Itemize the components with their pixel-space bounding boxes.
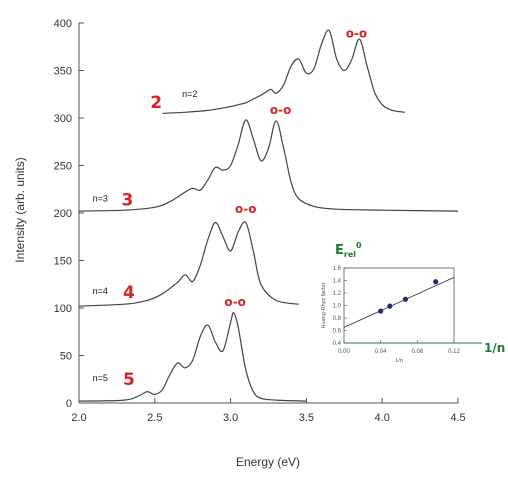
y-tick-label: 50 <box>60 351 72 363</box>
inset-x-tick-label: 0.08 <box>411 349 423 355</box>
zero-zero-label: o-o <box>270 103 291 117</box>
inset-data-point <box>433 279 439 285</box>
y-axis-title: Intensity (arb. units) <box>13 157 27 262</box>
inset-handwritten-axis-label: 1/n <box>484 341 505 355</box>
inset-y-tick-label: 0.6 <box>333 329 342 335</box>
inset-data-point <box>402 296 409 302</box>
y-tick-label: 0 <box>66 398 72 410</box>
inset-y-tick-label: 1.4 <box>333 279 342 285</box>
inset-x-tick-label: 0.00 <box>338 349 350 355</box>
inset-frame <box>343 267 455 344</box>
y-tick-label: 150 <box>54 256 72 268</box>
inset-x-tick-label: 0.12 <box>448 349 460 355</box>
inset-handwritten-title: Erel0 <box>335 241 362 259</box>
inset-y-axis-title: Huang-Rhys factor <box>321 282 327 328</box>
x-ticks: 2.0 2.5 3.0 3.5 4.0 4.5 <box>71 398 466 424</box>
series-label: n=4 <box>93 286 108 296</box>
x-tick-label: 4.0 <box>375 412 390 424</box>
x-tick-label: 3.0 <box>223 412 238 424</box>
spectra-curves <box>78 29 459 402</box>
inset-y-tick-label: 0.4 <box>333 341 342 347</box>
y-tick-label: 200 <box>54 208 72 220</box>
y-tick-label: 250 <box>54 161 72 173</box>
spectrum-curve-n3 <box>78 119 459 212</box>
series-label: n=5 <box>93 373 108 383</box>
zero-zero-label: o-o <box>235 202 256 216</box>
series-label: n=3 <box>93 194 108 204</box>
y-tick-label: 350 <box>54 66 72 78</box>
spectrum-curve-n4 <box>78 221 299 307</box>
inset-x-tick-label: 0.04 <box>375 349 387 355</box>
curve-annotations: n=2 2 o-o n=3 3 o-o n=4 4 o-o n=5 5 o-o <box>93 26 368 390</box>
spectrum-curve-n5 <box>78 312 307 402</box>
y-tick-label: 400 <box>54 18 72 30</box>
x-axis-title: Energy (eV) <box>236 455 300 469</box>
handwritten-number: 5 <box>123 370 135 390</box>
inset-plot: 0.4 0.6 0.8 1.0 1.2 1.4 1.6 0.00 0.04 0.08 0.12 1/n… <box>321 241 505 364</box>
zero-zero-label: o-o <box>346 26 367 40</box>
zero-zero-label: o-o <box>224 295 245 309</box>
x-tick-label: 4.5 <box>450 412 465 424</box>
inset-y-tick-label: 1.0 <box>333 304 342 310</box>
y-tick-label: 300 <box>54 113 72 125</box>
x-tick-label: 2.5 <box>147 412 162 424</box>
inset-y-tick-label: 1.2 <box>333 291 342 297</box>
inset-y-tick-label: 0.8 <box>333 316 342 322</box>
x-tick-label: 2.0 <box>71 412 86 424</box>
y-tick-label: 100 <box>54 303 72 315</box>
x-tick-label: 3.5 <box>299 412 314 424</box>
inset-data-point <box>387 303 393 309</box>
series-label: n=2 <box>182 89 197 99</box>
inset-x-axis-title: 1/n <box>395 358 403 364</box>
y-ticks: 0 50 100 150 200 250 300 350 400 <box>54 18 84 410</box>
handwritten-number: 3 <box>121 191 133 211</box>
spectrum-curve-n2 <box>162 29 405 114</box>
handwritten-number: 2 <box>150 93 162 113</box>
inset-data-point <box>378 308 384 314</box>
inset-y-tick-label: 1.6 <box>333 266 342 272</box>
handwritten-number: 4 <box>123 283 135 303</box>
inset-fit-line <box>343 276 455 328</box>
